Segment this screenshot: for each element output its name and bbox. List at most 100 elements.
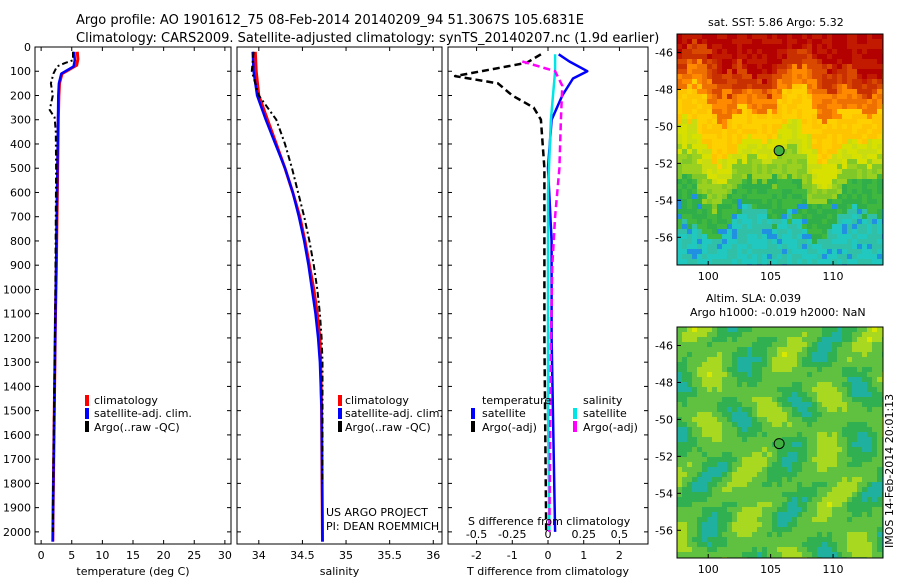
map-cell xyxy=(682,387,688,393)
map-cell xyxy=(827,259,833,265)
map-cell xyxy=(822,467,828,473)
map-cell xyxy=(877,34,883,40)
map-cell xyxy=(802,402,808,408)
map-cell xyxy=(777,249,783,255)
map-cell xyxy=(817,327,823,333)
map-cell xyxy=(707,254,713,260)
map-cell xyxy=(772,462,778,468)
map-cell xyxy=(757,84,763,90)
map-cell xyxy=(747,457,753,463)
map-cell xyxy=(757,452,763,458)
map-cell xyxy=(877,447,883,453)
map-cell xyxy=(727,134,733,140)
map-cell xyxy=(812,79,818,85)
map-cell xyxy=(862,482,868,488)
map-cell xyxy=(872,457,878,463)
map-cell xyxy=(832,397,838,403)
map-cell xyxy=(742,437,748,443)
map-cell xyxy=(777,492,783,498)
map-cell xyxy=(767,482,773,488)
map-cell xyxy=(842,144,848,150)
map-cell xyxy=(852,144,858,150)
map-cell xyxy=(777,402,783,408)
map-cell xyxy=(717,124,723,130)
map-cell xyxy=(797,387,803,393)
map-cell xyxy=(742,532,748,538)
map-cell xyxy=(842,129,848,135)
map-cell xyxy=(797,174,803,180)
map-cell xyxy=(802,194,808,200)
map-cell xyxy=(737,442,743,448)
map-cell xyxy=(847,492,853,498)
map-cell xyxy=(732,189,738,195)
map-cell xyxy=(762,174,768,180)
map-cell xyxy=(692,184,698,190)
map-cell xyxy=(712,547,718,553)
map-cell xyxy=(687,422,693,428)
map-cell xyxy=(847,254,853,260)
map-cell xyxy=(842,507,848,513)
map-cell xyxy=(787,357,793,363)
map-cell xyxy=(877,427,883,433)
map-cell xyxy=(767,327,773,333)
map-cell xyxy=(747,244,753,250)
map-cell xyxy=(852,472,858,478)
map-cell xyxy=(797,184,803,190)
map-cell xyxy=(752,372,758,378)
map-cell xyxy=(872,129,878,135)
map-cell xyxy=(827,367,833,373)
map-cell xyxy=(817,552,823,558)
map-cell xyxy=(867,472,873,478)
map-cell xyxy=(792,254,798,260)
map-cell xyxy=(802,497,808,503)
map-cell xyxy=(707,462,713,468)
x-tick-label: 0 xyxy=(545,549,552,562)
map-cell xyxy=(677,452,683,458)
map-cell xyxy=(747,482,753,488)
map-cell xyxy=(687,407,693,413)
map-cell xyxy=(707,84,713,90)
map-cell xyxy=(702,547,708,553)
map-cell xyxy=(712,412,718,418)
map-cell xyxy=(842,184,848,190)
map-cell xyxy=(767,397,773,403)
map-cell xyxy=(777,482,783,488)
map-cell xyxy=(792,154,798,160)
map-cell xyxy=(797,34,803,40)
map-cell xyxy=(787,104,793,110)
map-cell xyxy=(777,502,783,508)
map-cell xyxy=(747,94,753,100)
map-cell xyxy=(857,69,863,75)
map-cell xyxy=(707,512,713,518)
map-cell xyxy=(697,362,703,368)
map-cell xyxy=(847,442,853,448)
map-cell xyxy=(852,502,858,508)
map-cell xyxy=(762,169,768,175)
map-cell xyxy=(837,234,843,240)
map-cell xyxy=(782,517,788,523)
map-cell xyxy=(742,467,748,473)
map-cell xyxy=(722,397,728,403)
map-cell xyxy=(817,517,823,523)
map-cell xyxy=(722,114,728,120)
map-cell xyxy=(862,467,868,473)
map-cell xyxy=(867,34,873,40)
map-cell xyxy=(712,69,718,75)
map-cell xyxy=(817,189,823,195)
map-cell xyxy=(677,184,683,190)
map-cell xyxy=(877,542,883,548)
map-cell xyxy=(842,74,848,80)
map-cell xyxy=(832,512,838,518)
map-cell xyxy=(847,54,853,60)
map-cell xyxy=(787,427,793,433)
map-cell xyxy=(697,129,703,135)
map-cell xyxy=(867,337,873,343)
map-cell xyxy=(702,352,708,358)
map-cell xyxy=(682,352,688,358)
map-y-tick-label: -54 xyxy=(655,194,673,207)
map-cell xyxy=(847,397,853,403)
map-cell xyxy=(827,497,833,503)
map-cell xyxy=(742,522,748,528)
map-cell xyxy=(687,124,693,130)
map-cell xyxy=(737,422,743,428)
